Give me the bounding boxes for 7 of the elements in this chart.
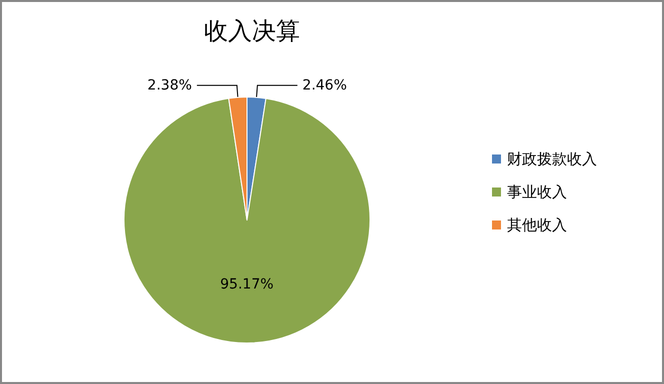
data-label: 2.38%: [147, 77, 192, 94]
data-label: 95.17%: [220, 276, 274, 292]
legend-label: 其他收入: [507, 216, 567, 234]
data-label: 2.46%: [302, 77, 347, 94]
chart-title: 收入决算: [204, 17, 300, 45]
legend-label: 财政拨款收入: [507, 150, 597, 168]
legend-label: 事业收入: [507, 183, 567, 201]
